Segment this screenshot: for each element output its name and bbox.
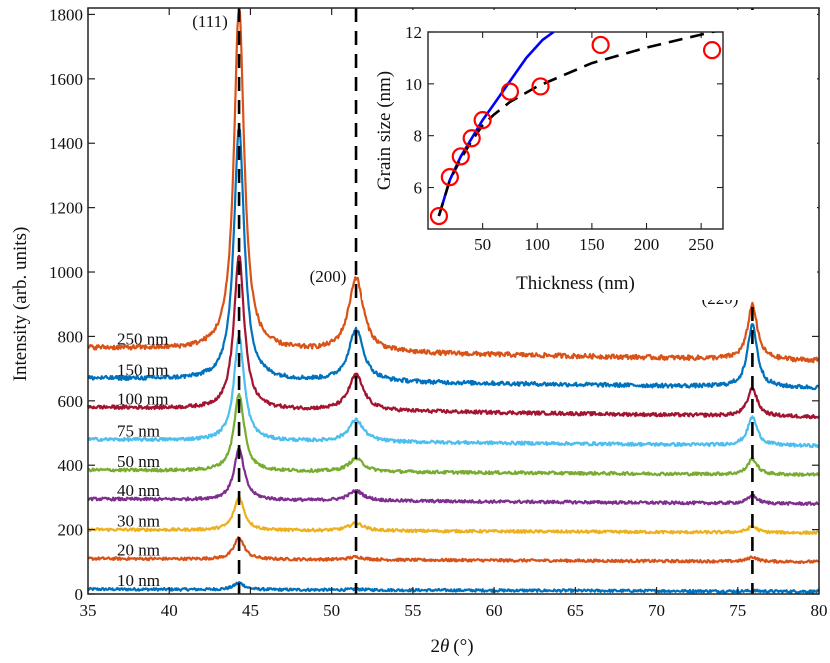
inset-data-point (429, 206, 449, 226)
series-label: 150 nm (117, 360, 168, 379)
x-tick-label: 40 (161, 601, 178, 620)
inset-data-point (702, 41, 722, 60)
series-label: 250 nm (117, 330, 168, 349)
inset-x-tick-label: 250 (688, 235, 714, 254)
main-axes-frame (87, 7, 820, 595)
peak-label: (200) (310, 267, 347, 286)
x-tick-label: 80 (811, 601, 828, 620)
y-tick-label: 800 (58, 327, 84, 346)
xrd-curve-10-nm (87, 580, 820, 594)
inset-data-point (591, 35, 610, 55)
x-tick-label: 35 (80, 601, 97, 620)
x-tick-label: 60 (486, 601, 503, 620)
inset-chart: 50 100 150 200 250 6 8 10 12 Thickness (nm) Grain … (362, 10, 817, 300)
inset-y-tick-label: 6 (414, 179, 423, 198)
xrd-curve-75-nm (87, 335, 820, 449)
y-axis-label: Intensity (arb. units) (10, 227, 31, 382)
xrd-curve-250-nm (87, 7, 820, 364)
y-tick-label: 200 (58, 521, 84, 540)
inset-x-tick-label: 200 (634, 235, 660, 254)
inset-y-tick-label: 12 (405, 23, 422, 42)
inset-data-point (473, 111, 492, 130)
x-tick-label: 65 (567, 601, 584, 620)
inset-fit-dashed-line (437, 32, 718, 217)
inset-y-tick-label: 10 (405, 75, 422, 94)
x-axis-label-2: 2 (430, 636, 440, 657)
inset-data-point (462, 129, 481, 148)
xrd-curve-150-nm (87, 127, 820, 391)
inset-x-tick-label: 50 (474, 235, 491, 254)
x-tick-label: 75 (729, 601, 746, 620)
xrd-curve-20-nm (87, 536, 820, 565)
series-label: 40 nm (117, 481, 160, 500)
y-tick-label: 0 (75, 585, 84, 604)
series-label: 10 nm (117, 571, 160, 590)
inset-y-tick-label: 8 (414, 127, 423, 146)
inset-y-axis-label: Grain size (nm) (374, 71, 395, 190)
y-tick-label: 1200 (49, 199, 83, 218)
y-tick-label: 1000 (49, 263, 83, 282)
series-label: 75 nm (117, 421, 160, 440)
main-axes: 35 40 45 50 55 60 65 70 75 8002004006008001000120… (49, 5, 828, 620)
series-label: 30 nm (117, 512, 160, 531)
y-tick-label: 1400 (49, 134, 83, 153)
xrd-curve-30-nm (87, 496, 820, 536)
xrd-curve-50-nm (87, 392, 820, 477)
series-label: 100 nm (117, 389, 168, 408)
inset-x-tick-label: 150 (579, 235, 605, 254)
series-labels: 10 nm 20 nm 30 nm 40 nm 50 nm 75 nm 100 nm 150 … (117, 330, 168, 590)
y-tick-label: 400 (58, 456, 84, 475)
x-axis-label-theta: θ (440, 636, 449, 657)
y-tick-label: 600 (58, 392, 84, 411)
inset-data-point (531, 77, 550, 96)
inset-x-axis-label: Thickness (nm) (516, 273, 635, 294)
y-tick-label: 1600 (49, 70, 83, 89)
series-label: 50 nm (117, 452, 160, 471)
xrd-series-layer (86, 7, 820, 594)
xrd-curve-100-nm (86, 254, 820, 420)
x-tick-label: 45 (242, 601, 259, 620)
inset-data-point (451, 147, 470, 166)
x-tick-label: 50 (323, 601, 340, 620)
x-axis-label-unit: (°) (453, 636, 473, 657)
peak-label: (111) (192, 12, 228, 31)
inset-data-point (440, 168, 459, 187)
y-tick-label: 1800 (49, 5, 83, 24)
xrd-curve-40-nm (87, 446, 820, 507)
inset-data-point (500, 82, 520, 101)
x-axis-label: 2θ (°) (430, 636, 473, 657)
series-label: 20 nm (117, 541, 160, 560)
x-tick-label: 55 (404, 601, 421, 620)
x-tick-label: 70 (648, 601, 665, 620)
inset-x-tick-label: 100 (525, 235, 551, 254)
